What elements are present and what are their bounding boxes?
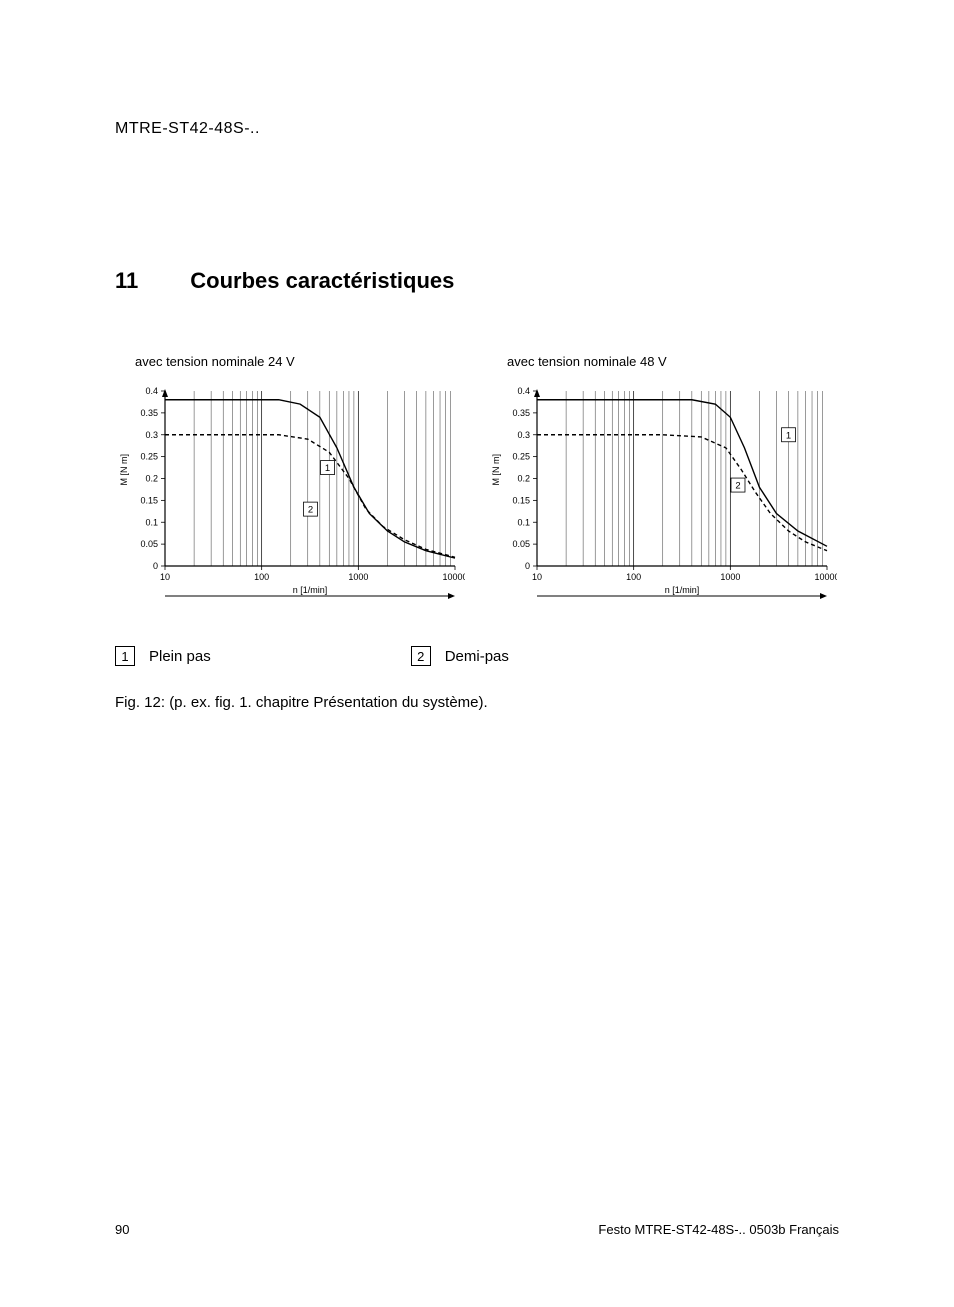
svg-text:0.25: 0.25 (512, 452, 530, 462)
svg-text:10000: 10000 (814, 572, 837, 582)
section-number: 11 (115, 268, 138, 294)
legend-box: 2 (411, 646, 431, 666)
svg-text:0.05: 0.05 (140, 539, 158, 549)
svg-text:n [1/min]: n [1/min] (665, 585, 700, 595)
svg-text:n [1/min]: n [1/min] (293, 585, 328, 595)
svg-text:0.15: 0.15 (140, 495, 158, 505)
legend-item: 1 Plein pas (115, 646, 211, 666)
svg-text:0.25: 0.25 (140, 452, 158, 462)
svg-text:0.3: 0.3 (517, 430, 530, 440)
svg-text:0.1: 0.1 (517, 517, 530, 527)
svg-text:0.2: 0.2 (517, 474, 530, 484)
legend: 1 Plein pas 2 Demi-pas (115, 646, 839, 666)
svg-text:1: 1 (325, 463, 330, 474)
svg-text:0.3: 0.3 (145, 430, 158, 440)
charts-row: avec tension nominale 24 V 00.050.10.150… (115, 354, 839, 606)
svg-text:1000: 1000 (348, 572, 368, 582)
svg-text:10: 10 (160, 572, 170, 582)
svg-text:10: 10 (532, 572, 542, 582)
page-number: 90 (115, 1222, 129, 1237)
legend-text: Plein pas (149, 648, 211, 665)
footer: 90 Festo MTRE-ST42-48S-.. 0503b Français (115, 1222, 839, 1237)
svg-text:M [N m]: M [N m] (119, 454, 129, 486)
svg-text:0.35: 0.35 (140, 408, 158, 418)
chart-48v: 0 0.05 0.1 0.15 0.2 0.25 0.3 0.35 0.4 10 100 1000 10… (487, 381, 837, 606)
chart-24v: 0 0.05 0.1 0.15 0.2 0.25 0.3 0.35 0.4 10 100 1000 10… (115, 381, 465, 606)
svg-text:1: 1 (786, 430, 791, 441)
svg-text:0: 0 (525, 561, 530, 571)
chart-48v-column: avec tension nominale 48 V 00.050.10.150… (487, 354, 839, 606)
legend-item: 2 Demi-pas (411, 646, 509, 666)
product-code: MTRE-ST42-48S-.. (115, 120, 839, 138)
footer-doc: Festo MTRE-ST42-48S-.. 0503b Français (598, 1222, 839, 1237)
svg-text:1000: 1000 (720, 572, 740, 582)
svg-text:0.15: 0.15 (512, 495, 530, 505)
svg-text:100: 100 (254, 572, 269, 582)
chart-24v-caption: avec tension nominale 24 V (115, 354, 467, 369)
legend-box: 1 (115, 646, 135, 666)
svg-text:0.05: 0.05 (512, 539, 530, 549)
svg-text:2: 2 (735, 481, 740, 492)
section-title: Courbes caractéristiques (190, 268, 454, 294)
svg-text:0: 0 (153, 561, 158, 571)
section-header: 11 Courbes caractéristiques (115, 268, 839, 294)
figure-caption: Fig. 12: (p. ex. fig. 1. chapitre Présen… (115, 694, 839, 711)
svg-text:0.35: 0.35 (512, 408, 530, 418)
chart-48v-caption: avec tension nominale 48 V (487, 354, 839, 369)
svg-text:0.1: 0.1 (145, 517, 158, 527)
chart-24v-column: avec tension nominale 24 V 00.050.10.150… (115, 354, 467, 606)
svg-text:2: 2 (308, 505, 313, 516)
svg-text:0.4: 0.4 (517, 386, 530, 396)
svg-text:0.4: 0.4 (145, 386, 158, 396)
svg-text:0.2: 0.2 (145, 474, 158, 484)
svg-text:10000: 10000 (442, 572, 465, 582)
svg-text:M [N m]: M [N m] (491, 454, 501, 486)
legend-text: Demi-pas (445, 648, 509, 665)
svg-text:100: 100 (626, 572, 641, 582)
